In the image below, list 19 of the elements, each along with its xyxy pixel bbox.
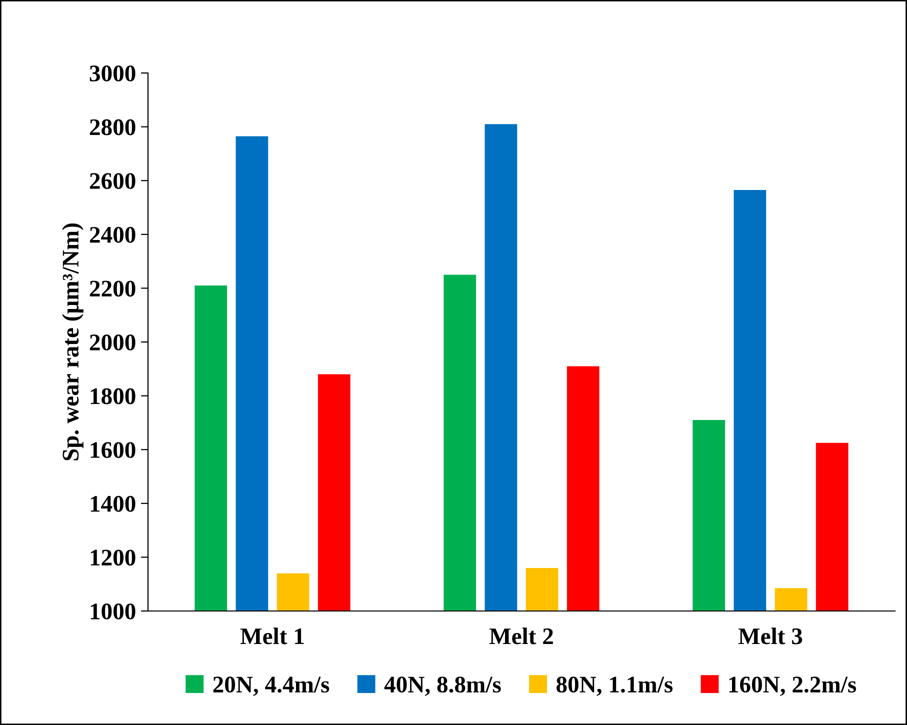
y-tick-label: 2200 bbox=[90, 280, 136, 297]
y-tick-label: 2400 bbox=[90, 226, 136, 243]
legend-label: 20N, 4.4m/s bbox=[213, 676, 330, 696]
x-tick-label: Melt 1 bbox=[240, 628, 304, 644]
y-tick-label: 2800 bbox=[90, 119, 136, 136]
y-axis-title: Sp. wear rate (μm³/Nm) bbox=[62, 224, 84, 460]
y-tick-label: 3000 bbox=[90, 65, 136, 82]
y-tick-label: 1400 bbox=[90, 496, 136, 512]
legend-label: 40N, 8.8m/s bbox=[384, 676, 501, 696]
y-tick-label: 1800 bbox=[90, 388, 136, 404]
x-tick-label: Melt 2 bbox=[489, 628, 553, 644]
y-tick-label: 1000 bbox=[90, 603, 136, 620]
y-tick-label: 1600 bbox=[90, 442, 136, 458]
y-tick-label: 2000 bbox=[90, 334, 136, 350]
legend-label: 160N, 2.2m/s bbox=[729, 676, 856, 696]
legend-label: 80N, 1.1m/s bbox=[556, 676, 673, 696]
y-tick-label: 1200 bbox=[90, 550, 136, 566]
x-tick-label: Melt 3 bbox=[738, 628, 802, 644]
y-tick-label: 2600 bbox=[90, 173, 136, 190]
